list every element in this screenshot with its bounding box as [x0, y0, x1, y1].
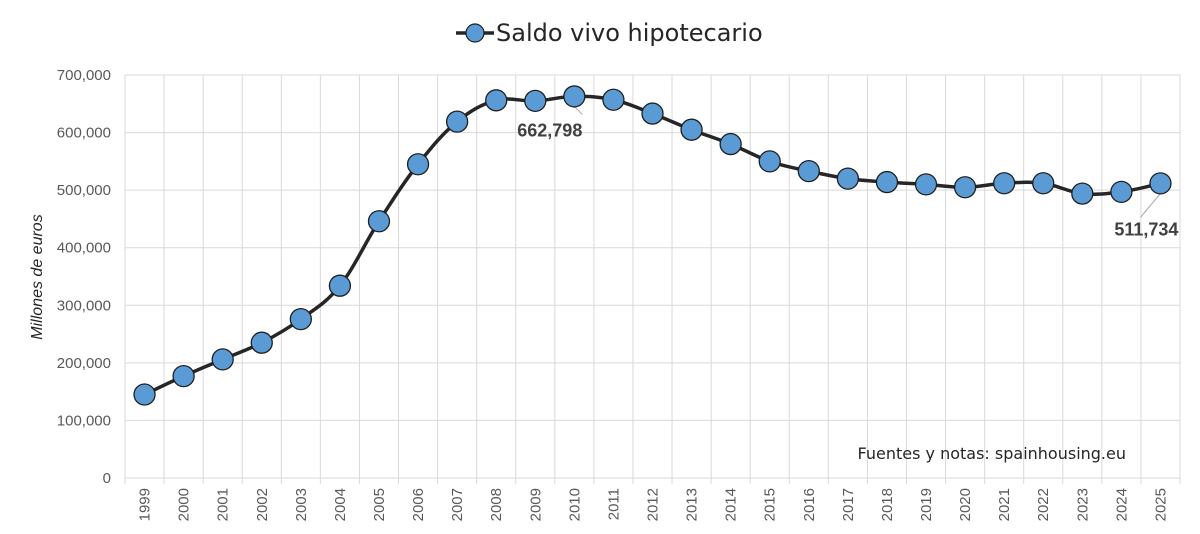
- data-labels: 662,798 511,734: [517, 120, 1178, 239]
- y-tick-label: 500,000: [57, 182, 111, 199]
- data-point: [133, 383, 156, 406]
- x-tick-label: 2013: [684, 488, 701, 521]
- x-tick-label: 2019: [918, 488, 935, 521]
- data-point: [680, 118, 703, 141]
- data-point: [406, 153, 430, 176]
- data-point: [875, 170, 899, 194]
- data-point: [758, 150, 781, 173]
- x-tick-label: 2020: [957, 488, 974, 521]
- x-tick-label: 2017: [840, 488, 857, 521]
- y-tick-label: 300,000: [57, 297, 111, 314]
- data-point: [836, 167, 860, 190]
- annotation-leader: [1140, 193, 1161, 218]
- data-point: [250, 331, 273, 354]
- data-point: [524, 89, 547, 113]
- x-tick-label: 2024: [1113, 488, 1130, 521]
- y-axis-title: Millones de euros: [29, 214, 46, 339]
- data-point: [289, 307, 312, 331]
- source-note: Fuentes y notas: spainhousing.eu: [858, 444, 1126, 463]
- data-label: 662,798: [517, 120, 582, 140]
- legend-marker-swatch: [465, 23, 485, 43]
- x-tick-label: 2022: [1035, 488, 1052, 521]
- y-tick-label: 400,000: [57, 240, 111, 257]
- x-tick-label: 2014: [723, 488, 740, 521]
- legend-label: Saldo vivo hipotecario: [496, 19, 763, 47]
- x-tick-label: 2021: [996, 488, 1013, 521]
- x-tick-label: 2006: [410, 488, 427, 521]
- data-point: [563, 85, 586, 108]
- data-point: [719, 132, 742, 156]
- data-point: [797, 159, 820, 183]
- data-point: [993, 172, 1016, 195]
- y-tick-label: 200,000: [57, 355, 111, 372]
- x-tick-label: 2023: [1074, 488, 1091, 521]
- data-point: [1071, 182, 1094, 205]
- x-axis-ticks: 1999 2000 2001 2002 2003 2004 2005 2006 2007 2008…: [137, 488, 1170, 521]
- data-point: [1149, 172, 1172, 195]
- x-tick-label: 2016: [801, 488, 818, 521]
- x-tick-label: 1999: [137, 488, 154, 521]
- x-tick-label: 2000: [176, 488, 193, 521]
- x-tick-label: 2012: [645, 488, 662, 521]
- x-tick-label: 2004: [332, 488, 349, 521]
- data-point: [914, 173, 938, 196]
- data-point: [172, 364, 195, 388]
- y-tick-label: 100,000: [57, 412, 111, 429]
- data-point: [445, 110, 469, 133]
- x-tick-label: 2001: [215, 488, 232, 521]
- y-tick-label: 700,000: [57, 67, 111, 84]
- x-tick-label: 2008: [488, 488, 505, 521]
- annotation-leader: [573, 106, 583, 115]
- data-point: [367, 210, 391, 233]
- y-tick-label: 0: [103, 470, 111, 487]
- data-point: [953, 176, 977, 199]
- data-point: [1032, 172, 1055, 195]
- grid: [124, 74, 1181, 484]
- y-axis-ticks: 0 100,000 200,000 300,000 400,000 500,000 600,…: [57, 67, 111, 487]
- x-tick-label: 2025: [1152, 488, 1169, 521]
- data-point: [328, 274, 352, 297]
- series-markers: [133, 85, 1172, 406]
- x-tick-label: 2007: [449, 488, 466, 521]
- data-point: [211, 348, 234, 371]
- data-label: 511,734: [1114, 219, 1178, 239]
- x-tick-label: 2018: [879, 488, 896, 521]
- x-tick-label: 2005: [371, 488, 388, 521]
- data-point: [1110, 180, 1133, 204]
- x-tick-label: 2003: [293, 488, 310, 521]
- annotation-leaders: [573, 106, 1161, 218]
- x-tick-label: 2002: [254, 488, 271, 521]
- data-point: [602, 88, 625, 111]
- data-point: [641, 102, 664, 125]
- y-tick-label: 600,000: [57, 125, 111, 142]
- x-tick-label: 2015: [762, 488, 779, 521]
- x-tick-label: 2011: [605, 488, 622, 520]
- legend: Saldo vivo hipotecario: [456, 19, 763, 47]
- x-tick-label: 2009: [527, 488, 544, 521]
- series-line: [142, 94, 1163, 397]
- x-tick-label: 2010: [566, 488, 583, 521]
- data-point: [485, 89, 508, 112]
